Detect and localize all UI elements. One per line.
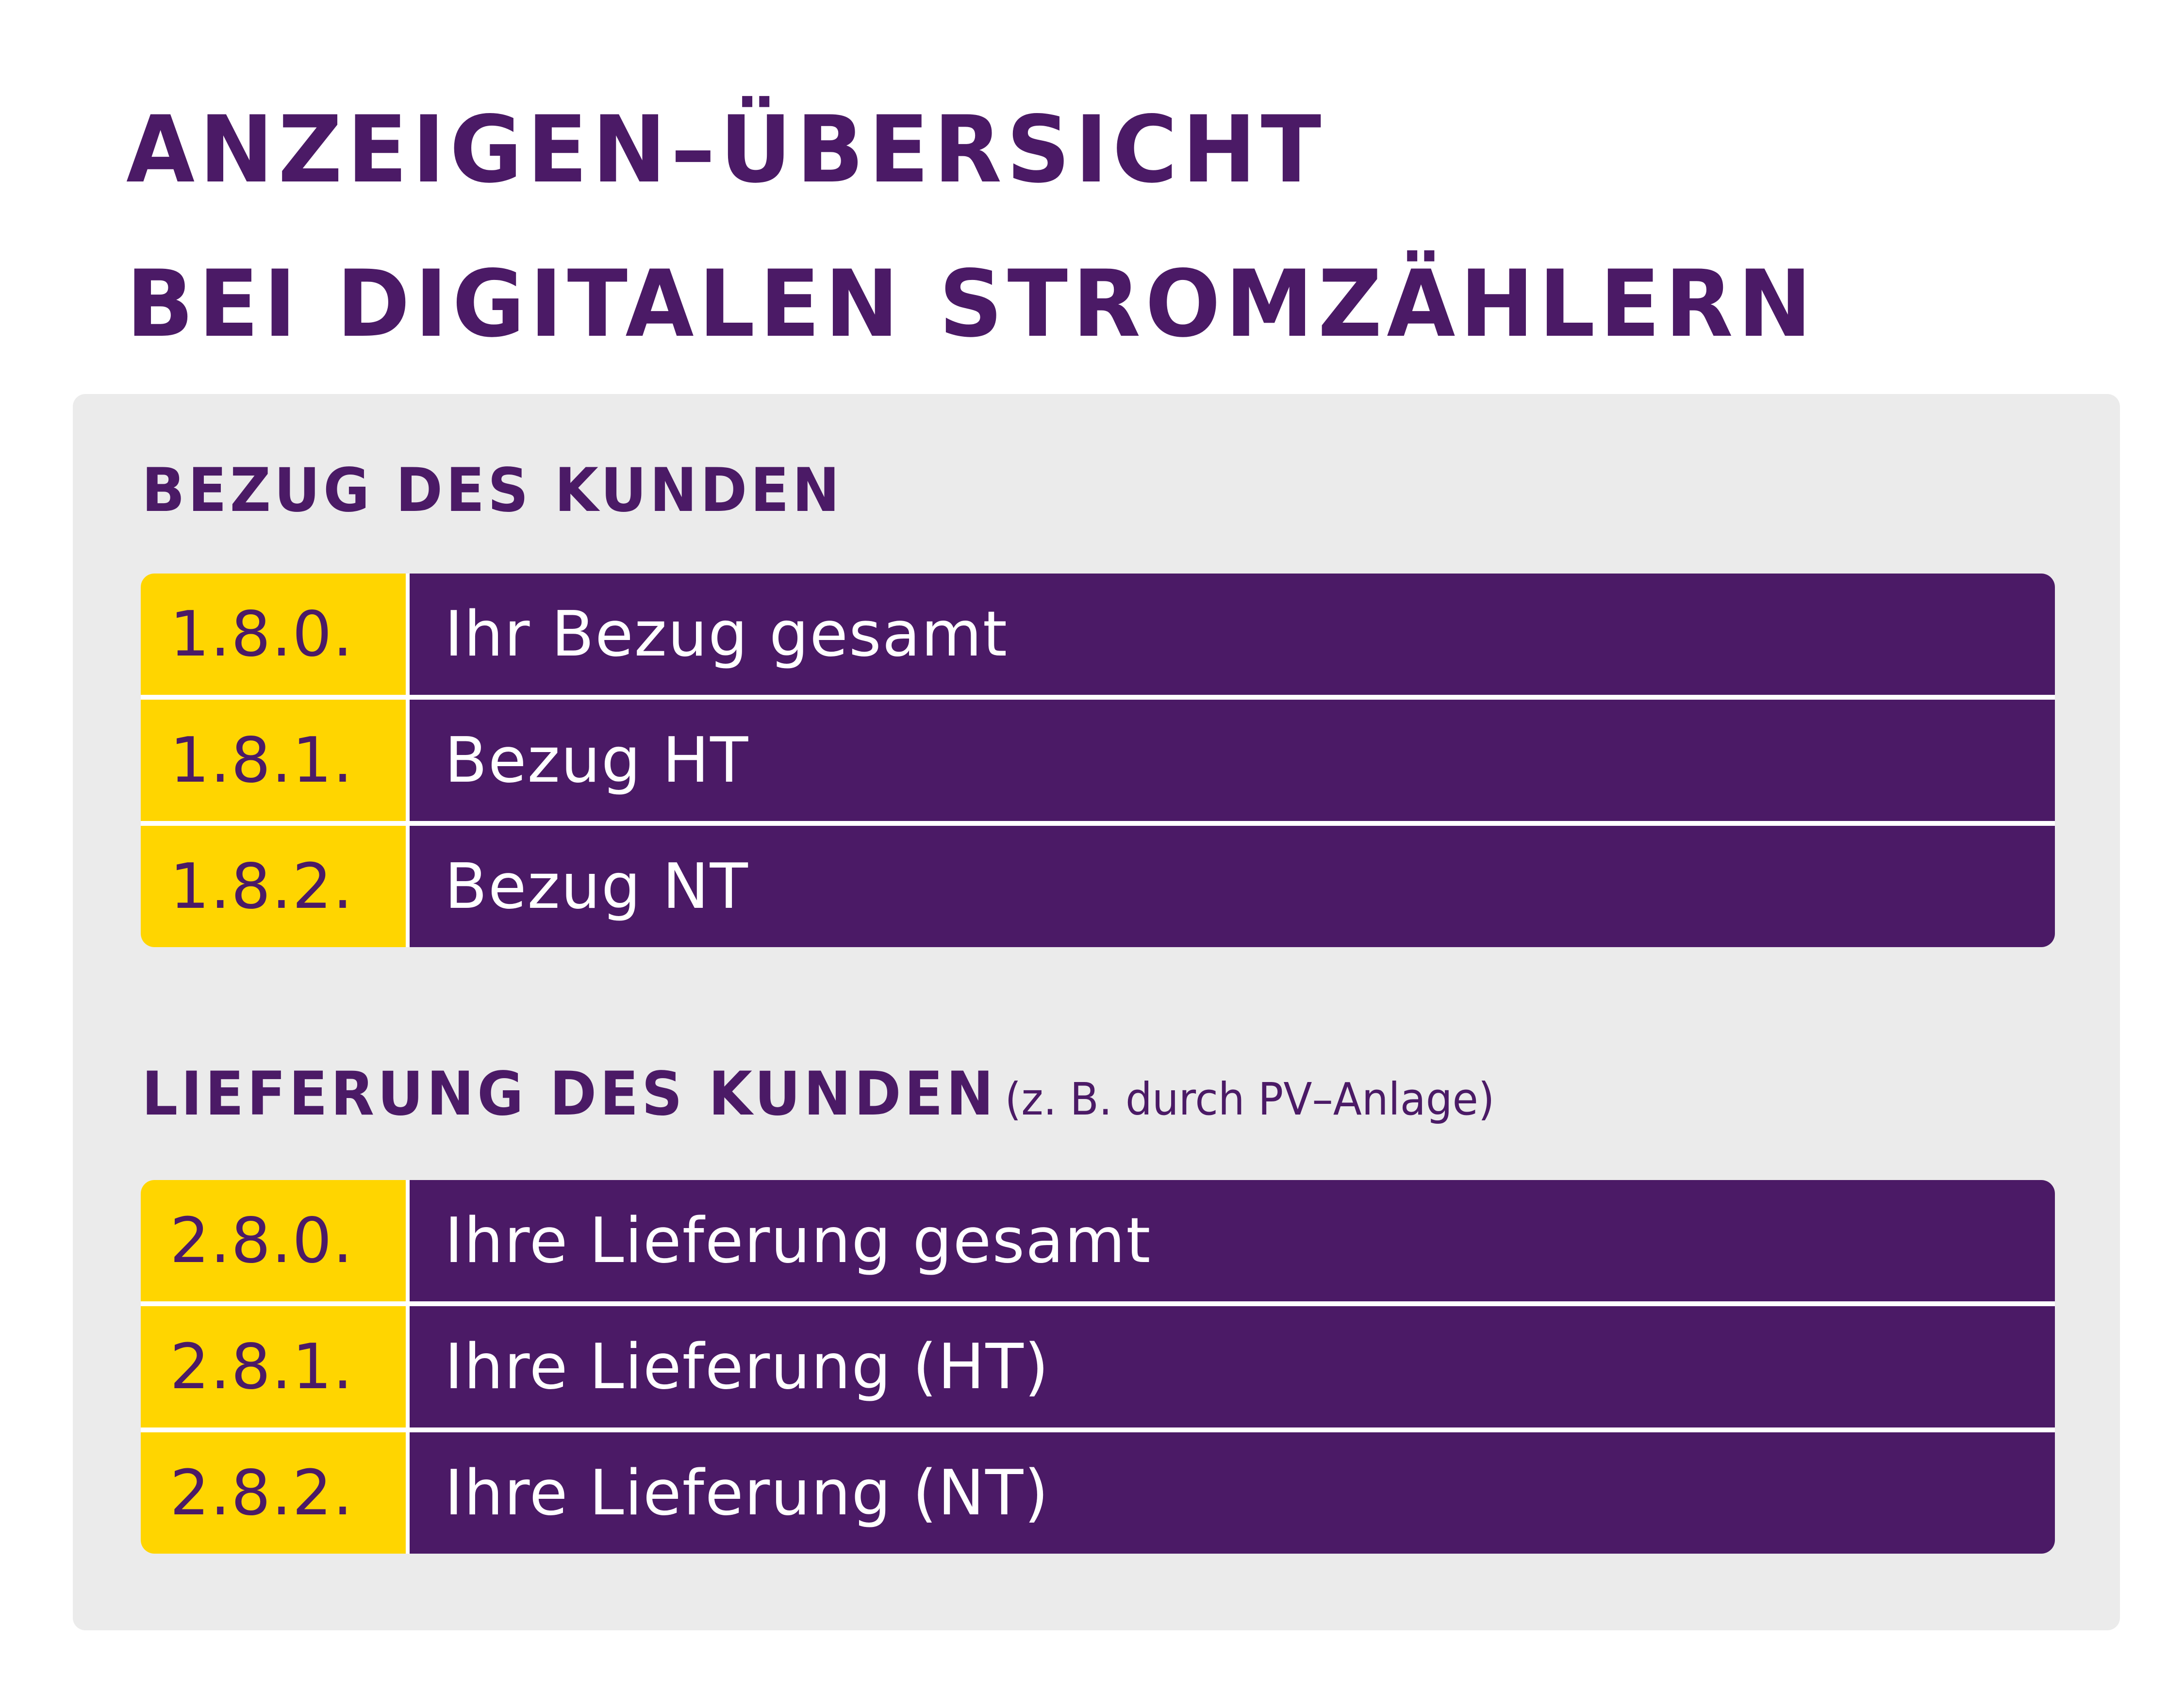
section-heading-text: BEZUG DES KUNDEN xyxy=(142,456,843,525)
cell-divider xyxy=(406,1180,410,1301)
row-label: Ihre Lieferung (HT) xyxy=(410,1306,2055,1427)
table-row: 2.8.2. Ihre Lieferung (NT) xyxy=(141,1432,2055,1554)
row-label: Ihre Lieferung gesamt xyxy=(410,1180,2055,1301)
table-row: 1.8.1. Bezug HT xyxy=(141,700,2055,821)
page-title: ANZEIGEN–ÜBERSICHT BEI DIGITALEN STROMZÄ… xyxy=(126,73,1817,381)
obis-code: 2.8.1. xyxy=(141,1306,406,1427)
row-label: Bezug HT xyxy=(410,700,2055,821)
title-line-2: BEI DIGITALEN STROMZÄHLERN xyxy=(126,250,1817,358)
table-row: 1.8.0. Ihr Bezug gesamt xyxy=(141,574,2055,695)
section-heading-lieferung: LIEFERUNG DES KUNDEN (z. B. durch PV–Anla… xyxy=(142,1058,1495,1136)
obis-code: 2.8.2. xyxy=(141,1432,406,1554)
title-line-1: ANZEIGEN–ÜBERSICHT xyxy=(126,96,1326,203)
cell-divider xyxy=(406,1432,410,1554)
table-lieferung: 2.8.0. Ihre Lieferung gesamt 2.8.1. Ihre… xyxy=(141,1180,2055,1554)
table-row: 2.8.1. Ihre Lieferung (HT) xyxy=(141,1306,2055,1427)
table-row: 1.8.2. Bezug NT xyxy=(141,826,2055,947)
cell-divider xyxy=(406,826,410,947)
meter-display-panel: BEZUG DES KUNDEN 1.8.0. Ihr Bezug gesamt… xyxy=(73,394,2120,1630)
row-label: Ihr Bezug gesamt xyxy=(410,574,2055,695)
row-label: Bezug NT xyxy=(410,826,2055,947)
obis-code: 2.8.0. xyxy=(141,1180,406,1301)
section-heading-bezug: BEZUG DES KUNDEN xyxy=(142,454,843,527)
table-bezug: 1.8.0. Ihr Bezug gesamt 1.8.1. Bezug HT … xyxy=(141,574,2055,947)
cell-divider xyxy=(406,700,410,821)
table-row: 2.8.0. Ihre Lieferung gesamt xyxy=(141,1180,2055,1301)
obis-code: 1.8.1. xyxy=(141,700,406,821)
cell-divider xyxy=(406,1306,410,1427)
row-label: Ihre Lieferung (NT) xyxy=(410,1432,2055,1554)
section-heading-text: LIEFERUNG DES KUNDEN xyxy=(142,1059,997,1129)
obis-code: 1.8.0. xyxy=(141,574,406,695)
cell-divider xyxy=(406,574,410,695)
section-note: (z. B. durch PV–Anlage) xyxy=(1005,1073,1495,1125)
obis-code: 1.8.2. xyxy=(141,826,406,947)
